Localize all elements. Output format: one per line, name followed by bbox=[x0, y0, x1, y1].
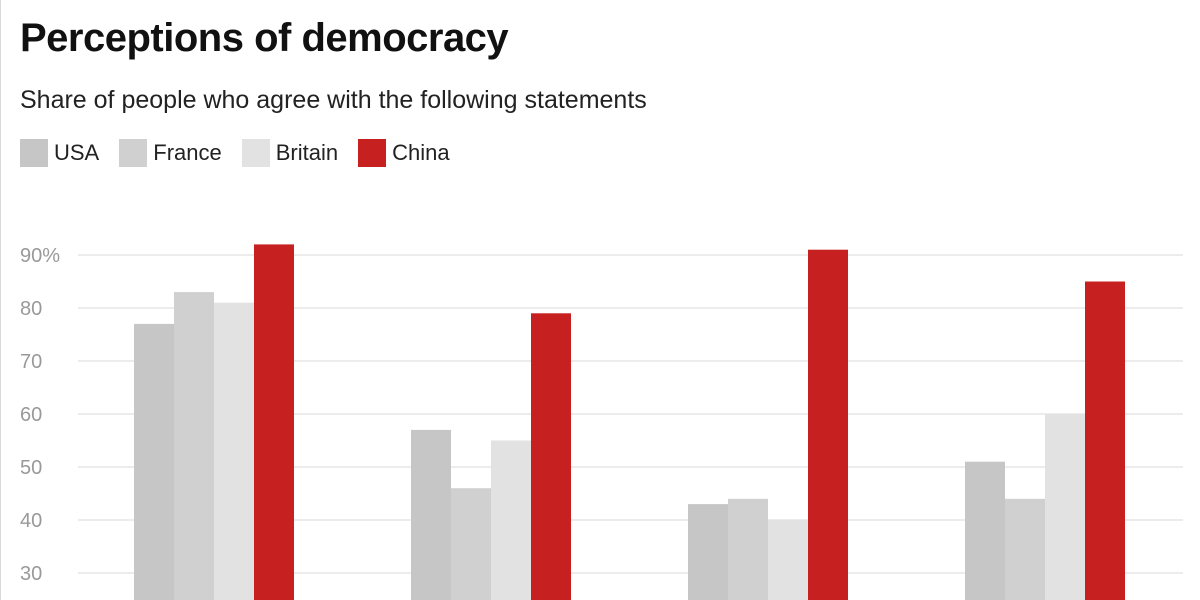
legend-label-britain: Britain bbox=[275, 140, 339, 165]
legend-label-china: China bbox=[392, 140, 450, 165]
bar-group1-britain bbox=[214, 302, 254, 600]
legend-item-britain: Britain bbox=[241, 139, 339, 167]
bar-group1-france bbox=[174, 292, 214, 600]
y-tick-label-70: 70 bbox=[20, 351, 42, 373]
bar-group3-britain bbox=[768, 520, 808, 600]
legend-label-usa: USA bbox=[54, 140, 100, 165]
bar-group2-france bbox=[451, 488, 491, 600]
legend-swatch-france bbox=[119, 139, 148, 167]
legend-swatch-usa bbox=[20, 139, 48, 167]
bar-group4-france bbox=[1005, 498, 1045, 600]
bar-group4-usa bbox=[965, 461, 1005, 600]
legend-swatch-britain bbox=[241, 139, 270, 167]
y-tick-label-50: 50 bbox=[20, 457, 42, 479]
bar-group3-china bbox=[808, 249, 848, 600]
bar-group3-france bbox=[728, 498, 768, 600]
legend-item-china: China bbox=[358, 139, 450, 167]
bar-group1-usa bbox=[134, 323, 174, 600]
bar-group2-britain bbox=[491, 440, 531, 600]
legend-swatch-china bbox=[358, 139, 387, 167]
bar-group3-usa bbox=[688, 504, 728, 600]
bar-group1-china bbox=[254, 244, 294, 600]
chart-title: Perceptions of democracy bbox=[20, 16, 509, 60]
chart-left-border bbox=[0, 0, 1, 600]
bar-group4-britain bbox=[1045, 414, 1085, 600]
bar-group4-china bbox=[1085, 281, 1125, 600]
y-tick-label-80: 80 bbox=[20, 298, 42, 320]
bar-group2-usa bbox=[411, 429, 451, 600]
chart-legend: USA France Britain China bbox=[20, 139, 470, 167]
chart-subtitle: Share of people who agree with the follo… bbox=[20, 86, 647, 114]
y-tick-label-60: 60 bbox=[20, 404, 42, 426]
bar-group2-china bbox=[531, 313, 571, 600]
y-tick-label-30: 30 bbox=[20, 563, 42, 585]
y-tick-label-40: 40 bbox=[20, 510, 42, 532]
legend-item-france: France bbox=[119, 139, 222, 167]
y-tick-label-90: 90% bbox=[20, 245, 60, 267]
legend-item-usa: USA bbox=[20, 139, 99, 167]
legend-label-france: France bbox=[153, 140, 222, 165]
